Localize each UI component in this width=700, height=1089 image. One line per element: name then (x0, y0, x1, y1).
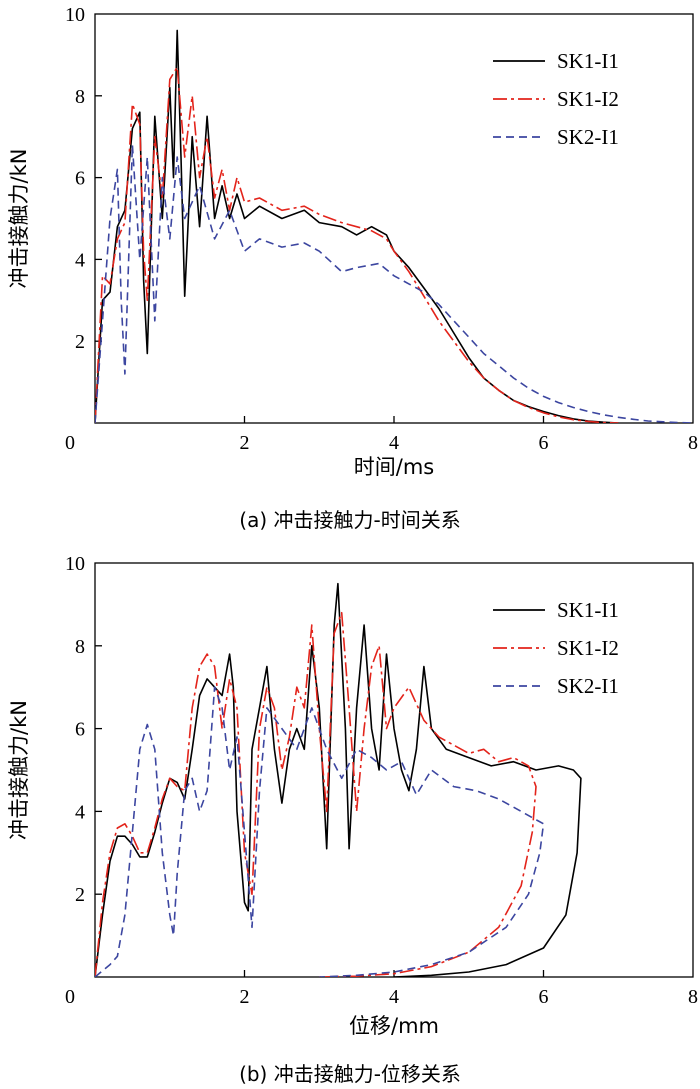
legend-label-sk2-i1: SK2-I1 (557, 125, 619, 149)
y-tick-label: 2 (75, 331, 85, 353)
x-tick-label: 6 (539, 986, 549, 1008)
y-tick-label: 8 (75, 86, 85, 108)
x-tick-label: 8 (688, 432, 698, 454)
figure-caption: (b) 冲击接触力-位移关系 (239, 1062, 461, 1086)
series-line-sk1-i2 (95, 66, 619, 423)
x-tick-label: 4 (389, 432, 399, 454)
y-axis-label: 冲击接触力/kN (7, 149, 31, 289)
x-tick-label: 6 (539, 432, 549, 454)
x-axis-label: 位移/mm (349, 1014, 439, 1038)
series-group (95, 29, 693, 423)
series-line-sk1-i2 (95, 611, 537, 977)
plot-frame (94, 562, 694, 978)
y-tick-label: 6 (75, 168, 85, 190)
legend-label-sk2-i1: SK2-I1 (557, 674, 619, 698)
y-axis-label: 冲击接触力/kN (7, 700, 31, 840)
legend-label-sk1-i1: SK1-I1 (557, 49, 619, 73)
y-tick-label: 10 (65, 4, 85, 26)
x-axis-label: 时间/ms (354, 455, 434, 479)
origin-tick-label: 0 (65, 432, 75, 454)
y-tick-label: 2 (75, 884, 85, 906)
chart-b: 0 2 4 6 8 2 4 6 8 10 位移/mm 冲击接触力/kN (b) 冲击接触力-位移关系 SK… (7, 553, 698, 1086)
x-tick-label: 2 (240, 986, 250, 1008)
figure-caption: (a) 冲击接触力-时间关系 (239, 508, 460, 532)
y-tick-label: 4 (75, 249, 85, 271)
legend: SK1-I1 SK1-I2 SK2-I1 (493, 598, 619, 698)
y-tick-label: 8 (75, 636, 85, 658)
legend-label-sk1-i1: SK1-I1 (557, 598, 619, 622)
series-line-sk2-i1 (95, 144, 693, 423)
series-line-sk2-i1 (95, 686, 545, 977)
y-tick-label: 6 (75, 719, 85, 741)
legend: SK1-I1 SK1-I2 SK2-I1 (493, 49, 619, 149)
y-tick-label: 4 (75, 801, 85, 823)
origin-tick-label: 0 (65, 986, 75, 1008)
x-tick-label: 4 (389, 986, 399, 1008)
series-group (95, 582, 582, 977)
series-line-sk1-i1 (95, 582, 582, 977)
legend-label-sk1-i2: SK1-I2 (557, 87, 619, 111)
legend-label-sk1-i2: SK1-I2 (557, 636, 619, 660)
chart-a: 0 2 4 6 8 2 4 6 8 10 时间/ms 冲击接触力/kN (a) 冲击接触力-时间关系 SK… (7, 4, 698, 532)
x-tick-label: 2 (240, 432, 250, 454)
x-tick-label: 8 (688, 986, 698, 1008)
y-tick-label: 10 (65, 553, 85, 575)
